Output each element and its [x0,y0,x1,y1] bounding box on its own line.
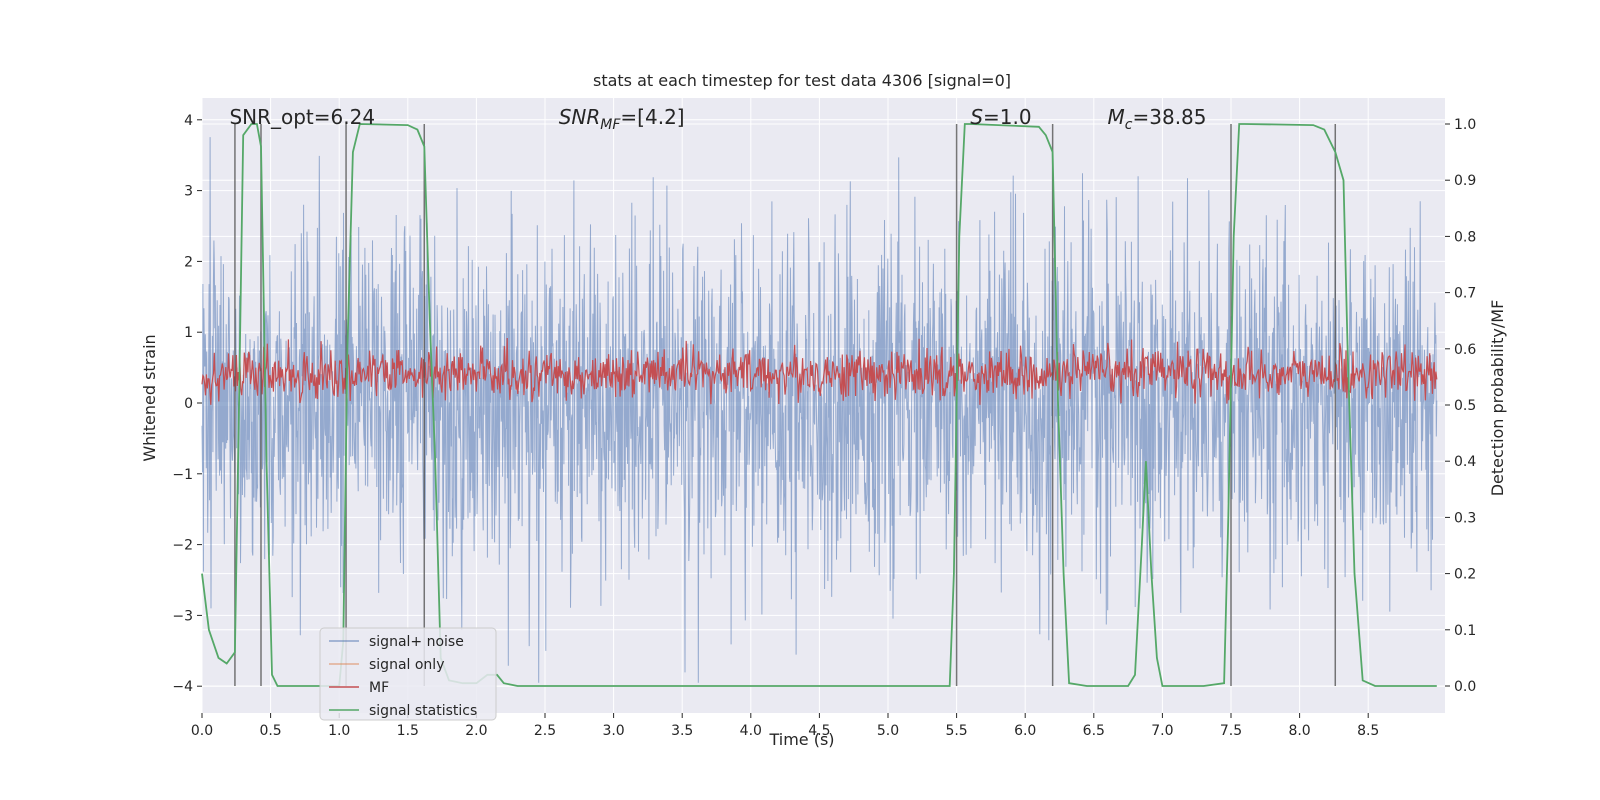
annotation-text: SNRMF=[4.2] [559,105,685,133]
y-left-tick-label: 2 [184,254,193,270]
x-axis-ticks: 0.0 0.5 1.0 1.5 2.0 2.5 3.0 3.5 4.0 4.5 5.0 5.5 6.0 6… [191,713,1379,739]
legend-box [319,627,497,721]
x-tick-label: 2.0 [465,723,487,739]
annotations: SNR_opt=6.24 SNRMF=[4.2] S=1.0 Mc=38.85 [229,105,1206,133]
y-left-tick-label: 0 [184,396,193,412]
y-right-tick-label: 0.0 [1454,679,1476,695]
y-right-tick-label: 0.6 [1454,342,1476,358]
legend-label-signal-statistics: signal statistics [369,703,477,719]
annotation-text: SNR_opt=6.24 [229,105,375,129]
signal-statistics-line [201,123,1437,687]
y-right-tick-label: 0.2 [1454,567,1476,583]
x-tick-label: 6.0 [1014,723,1036,739]
y-left-tick-label: −2 [172,538,193,554]
y-right-tick-label: 0.1 [1454,623,1476,639]
y-axis-right-ticks: 0.0 0.1 0.2 0.3 0.4 0.5 0.6 0.7 0.8 0.9 1.0 [1445,117,1476,695]
y-right-tick-label: 1.0 [1454,117,1476,133]
y-axis-left-ticks: −4 −3 −2 −1 0 1 2 3 4 [172,113,202,695]
y-left-tick-label: −3 [172,608,193,624]
x-tick-label: 7.0 [1151,723,1173,739]
y-axis-right-label: Detection probability/MF [1488,300,1507,497]
chart-title: stats at each timestep for test data 430… [593,71,1011,90]
y-right-tick-label: 0.3 [1454,510,1476,526]
x-tick-label: 8.5 [1357,723,1379,739]
x-tick-label: 5.5 [945,723,967,739]
x-tick-label: 2.5 [534,723,556,739]
x-tick-label: 0.5 [259,723,281,739]
y-right-tick-label: 0.4 [1454,454,1476,470]
x-tick-label: 1.5 [397,723,419,739]
y-left-tick-label: −1 [172,467,193,483]
x-tick-label: 8.0 [1288,723,1310,739]
annotation-text: Mc=38.85 [1108,105,1207,133]
legend: signal+ noise signal only MF signal stat… [319,627,497,721]
x-axis-label: Time (s) [768,730,834,749]
x-tick-label: 3.0 [602,723,624,739]
y-left-tick-label: 3 [184,184,193,200]
x-tick-label: 4.0 [740,723,762,739]
x-tick-label: 5.0 [877,723,899,739]
y-right-tick-label: 0.8 [1454,229,1476,245]
series-signal-statistics [201,123,1437,687]
x-tick-label: 6.5 [1083,723,1105,739]
y-left-tick-label: 1 [184,325,193,341]
x-tick-label: 1.0 [328,723,350,739]
y-right-tick-label: 0.5 [1454,398,1476,414]
x-tick-label: 0.0 [191,723,213,739]
legend-label-signal-plus-noise: signal+ noise [369,634,464,650]
annotation-text: S=1.0 [970,105,1031,129]
legend-label-signal-only: signal only [369,657,444,673]
x-tick-label: 7.5 [1220,723,1242,739]
y-left-tick-label: 4 [184,113,193,129]
legend-label-mf: MF [369,680,389,696]
y-right-tick-label: 0.7 [1454,286,1476,302]
x-tick-label: 4.5 [808,723,830,739]
y-axis-left-label: Whitened strain [140,334,159,461]
y-right-tick-label: 0.9 [1454,173,1476,189]
x-tick-label: 3.5 [671,723,693,739]
y-left-tick-label: −4 [172,679,193,695]
